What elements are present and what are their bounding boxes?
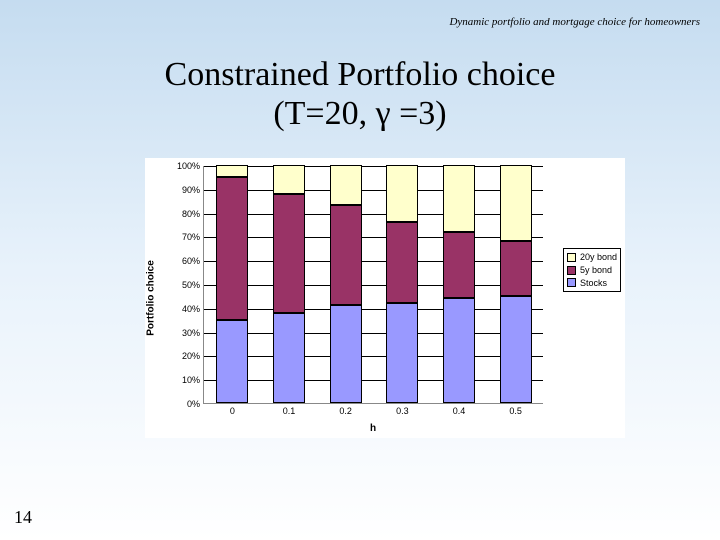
- y-tick-label: 90%: [182, 185, 200, 195]
- bar-group: [500, 165, 532, 403]
- bar-segment: [330, 305, 362, 403]
- x-tick-label: 0.1: [283, 406, 296, 416]
- bar-segment: [273, 313, 305, 403]
- x-tick-label: 0.5: [509, 406, 522, 416]
- legend-item: 5y bond: [567, 264, 617, 277]
- y-tick-label: 30%: [182, 328, 200, 338]
- bar-segment: [500, 165, 532, 241]
- title-line-2: (T=20, γ =3): [273, 95, 446, 132]
- legend-swatch: [567, 278, 576, 287]
- bar-segment: [216, 320, 248, 403]
- x-tick-label: 0.4: [453, 406, 466, 416]
- bar-segment: [443, 165, 475, 232]
- y-tick-label: 0%: [187, 399, 200, 409]
- gridline: [204, 190, 543, 191]
- x-tick-label: 0.3: [396, 406, 409, 416]
- gridline: [204, 333, 543, 334]
- page-title: Constrained Portfolio choice (T=20, γ =3…: [0, 55, 720, 133]
- portfolio-chart: Portfolio choice 0%10%20%30%40%50%60%70%…: [145, 158, 625, 438]
- y-tick-label: 50%: [182, 280, 200, 290]
- gridline: [204, 309, 543, 310]
- y-tick-label: 70%: [182, 232, 200, 242]
- legend-label: 20y bond: [580, 252, 617, 263]
- bar-segment: [273, 194, 305, 313]
- bar-segment: [216, 177, 248, 320]
- legend-swatch: [567, 253, 576, 262]
- legend-swatch: [567, 266, 576, 275]
- bar-group: [273, 165, 305, 403]
- x-tick-label: 0.2: [339, 406, 352, 416]
- bar-segment: [330, 165, 362, 205]
- gridline: [204, 261, 543, 262]
- legend-item: Stocks: [567, 277, 617, 290]
- y-tick-label: 20%: [182, 351, 200, 361]
- legend-label: Stocks: [580, 278, 607, 289]
- bar-segment: [443, 232, 475, 299]
- bar-segment: [386, 303, 418, 403]
- title-line-1: Constrained Portfolio choice: [165, 56, 556, 93]
- page-number: 14: [14, 507, 32, 528]
- y-tick-label: 80%: [182, 209, 200, 219]
- gridline: [204, 380, 543, 381]
- bar-group: [443, 165, 475, 403]
- bar-segment: [330, 205, 362, 305]
- bar-segment: [386, 165, 418, 222]
- bar-segment: [216, 165, 248, 177]
- plot-area: 0%10%20%30%40%50%60%70%80%90%100%00.10.2…: [203, 166, 543, 404]
- gridline: [204, 285, 543, 286]
- legend-item: 20y bond: [567, 251, 617, 264]
- legend-label: 5y bond: [580, 265, 612, 276]
- bar-segment: [500, 296, 532, 403]
- gridline: [204, 166, 543, 167]
- bar-segment: [273, 165, 305, 194]
- y-tick-label: 10%: [182, 375, 200, 385]
- gridline: [204, 356, 543, 357]
- bar-group: [386, 165, 418, 403]
- bar-group: [216, 165, 248, 403]
- y-tick-label: 60%: [182, 256, 200, 266]
- header-tagline: Dynamic portfolio and mortgage choice fo…: [449, 16, 700, 28]
- x-axis-label: h: [203, 423, 543, 434]
- bar-segment: [386, 222, 418, 303]
- bar-segment: [500, 241, 532, 296]
- bar-segment: [443, 298, 475, 403]
- legend: 20y bond 5y bond Stocks: [563, 248, 621, 292]
- y-tick-label: 100%: [177, 161, 200, 171]
- y-tick-label: 40%: [182, 304, 200, 314]
- gridline: [204, 214, 543, 215]
- bar-group: [330, 165, 362, 403]
- y-axis-label: Portfolio choice: [146, 260, 157, 336]
- x-tick-label: 0: [230, 406, 235, 416]
- gridline: [204, 237, 543, 238]
